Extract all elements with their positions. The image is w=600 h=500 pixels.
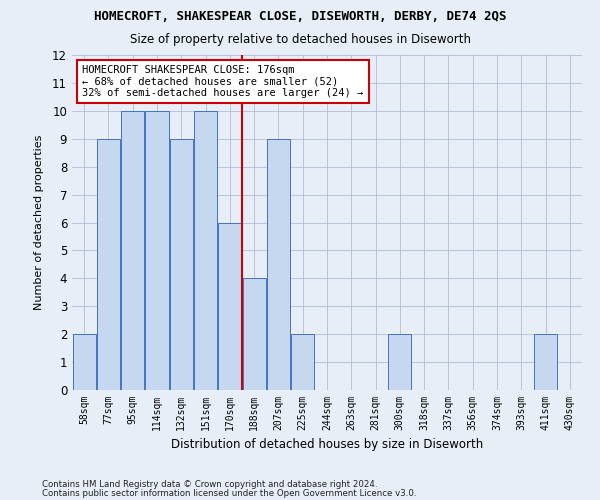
- Bar: [121, 111, 144, 390]
- Bar: [242, 278, 266, 390]
- Bar: [218, 222, 241, 390]
- Text: HOMECROFT SHAKESPEAR CLOSE: 176sqm
← 68% of detached houses are smaller (52)
32%: HOMECROFT SHAKESPEAR CLOSE: 176sqm ← 68%…: [82, 65, 364, 98]
- Text: Contains public sector information licensed under the Open Government Licence v3: Contains public sector information licen…: [42, 489, 416, 498]
- Bar: [534, 334, 557, 390]
- Bar: [267, 139, 290, 390]
- Bar: [170, 139, 193, 390]
- Text: HOMECROFT, SHAKESPEAR CLOSE, DISEWORTH, DERBY, DE74 2QS: HOMECROFT, SHAKESPEAR CLOSE, DISEWORTH, …: [94, 10, 506, 23]
- X-axis label: Distribution of detached houses by size in Diseworth: Distribution of detached houses by size …: [171, 438, 483, 452]
- Bar: [388, 334, 412, 390]
- Text: Contains HM Land Registry data © Crown copyright and database right 2024.: Contains HM Land Registry data © Crown c…: [42, 480, 377, 489]
- Bar: [73, 334, 95, 390]
- Y-axis label: Number of detached properties: Number of detached properties: [34, 135, 44, 310]
- Bar: [145, 111, 169, 390]
- Bar: [291, 334, 314, 390]
- Text: Size of property relative to detached houses in Diseworth: Size of property relative to detached ho…: [130, 32, 470, 46]
- Bar: [194, 111, 217, 390]
- Bar: [97, 139, 120, 390]
